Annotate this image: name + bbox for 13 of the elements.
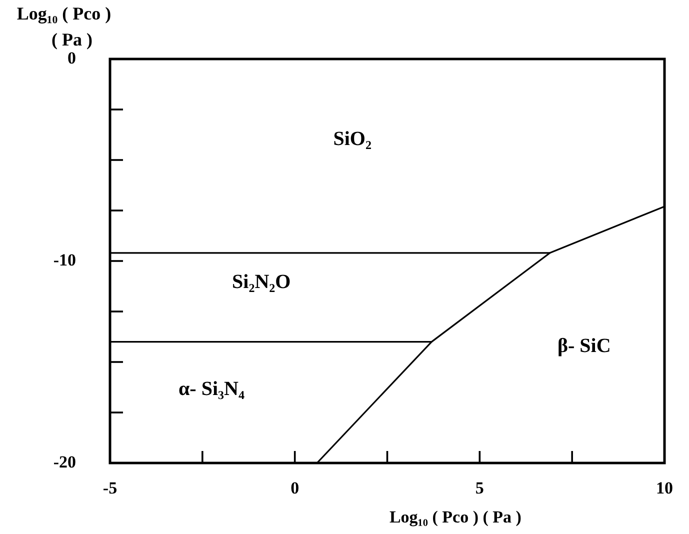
y-axis-title: Log₁₀ ( Pco ) ( Pa ): [16, 4, 112, 50]
annotation: β- SiC: [557, 335, 611, 358]
y-tick-label: -20: [53, 452, 76, 472]
y-tick-label: -10: [53, 250, 76, 270]
x-tick-label: 10: [656, 478, 673, 498]
x-axis-title: Log₁₀ ( Pco ) ( Pa ): [389, 507, 522, 526]
annotation: α- Si₃N₄: [178, 378, 244, 400]
x-tick-label: 0: [290, 478, 300, 498]
x-tick-label: -5: [102, 478, 118, 498]
annotation: Si₂N₂O: [232, 270, 291, 293]
x-tick-label: 5: [475, 478, 484, 498]
annotation: SiO₂: [333, 128, 372, 150]
y-tick-label: 0: [68, 48, 76, 68]
